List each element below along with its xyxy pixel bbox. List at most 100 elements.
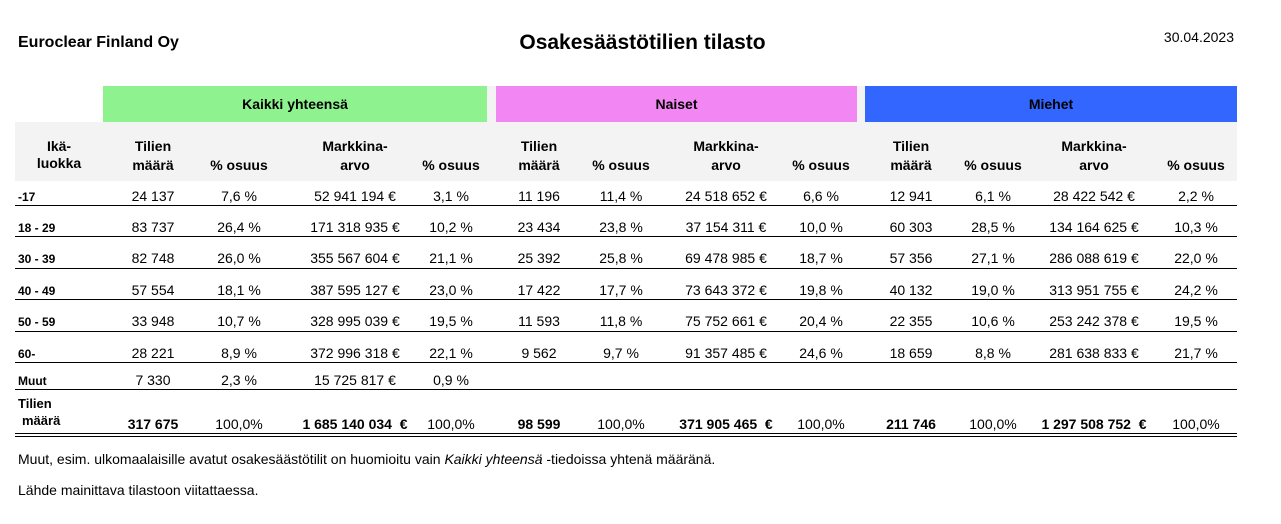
row-divider bbox=[15, 236, 1237, 237]
footnote-text-start: Muut, esim. ulkomaalaisille avatut osake… bbox=[18, 451, 445, 467]
table-cell: 24,6 % bbox=[799, 345, 843, 361]
table-cell: 328 995 039 € bbox=[310, 313, 400, 329]
table-cell: 20,4 % bbox=[799, 313, 843, 329]
table-cell: 6,6 % bbox=[803, 188, 839, 204]
table-cell: 19,5 % bbox=[429, 313, 473, 329]
total-divider-bottom bbox=[15, 436, 1237, 437]
column-header-share: % osuus bbox=[964, 157, 1022, 173]
table-cell: 23,8 % bbox=[599, 219, 643, 235]
table-cell: 37 154 311 € bbox=[685, 219, 767, 235]
table-cell: 69 478 985 € bbox=[685, 250, 767, 266]
column-header-share: % osuus bbox=[1167, 157, 1225, 173]
column-header-count-line2: määrä bbox=[518, 157, 560, 173]
table-cell: 22 355 bbox=[889, 313, 933, 329]
table-cell: 17,7 % bbox=[599, 282, 643, 298]
table-cell: 3,1 % bbox=[433, 188, 469, 204]
table-cell: 8,9 % bbox=[221, 345, 257, 361]
table-cell: 24,2 % bbox=[1174, 282, 1218, 298]
table-cell: 73 643 372 € bbox=[685, 282, 767, 298]
column-header-count-line1: Tilien bbox=[520, 138, 558, 154]
table-cell: 22,0 % bbox=[1174, 250, 1218, 266]
table-cell: 23,0 % bbox=[429, 282, 473, 298]
column-header-count-line2: määrä bbox=[890, 157, 932, 173]
table-cell: 7 330 bbox=[135, 372, 171, 388]
table-cell: 33 948 bbox=[131, 313, 175, 329]
footnote-other-accounts: Muut, esim. ulkomaalaisille avatut osake… bbox=[18, 451, 715, 467]
column-header-count-line2: määrä bbox=[132, 157, 174, 173]
row-divider bbox=[15, 362, 1237, 363]
table-cell: 11,4 % bbox=[599, 188, 643, 204]
table-header-corner bbox=[15, 86, 103, 122]
table-cell: 27,1 % bbox=[971, 250, 1015, 266]
age-group-label: 50 - 59 bbox=[18, 315, 56, 329]
column-header-count-line1: Tilien bbox=[892, 138, 930, 154]
table-cell: 9,7 % bbox=[603, 345, 639, 361]
table-cell: 22,1 % bbox=[429, 345, 473, 361]
total-cell: 100,0% bbox=[215, 416, 263, 432]
age-group-label: Muut bbox=[18, 374, 47, 388]
table-cell: 57 554 bbox=[131, 282, 175, 298]
table-cell: 10,6 % bbox=[971, 313, 1015, 329]
total-cell: 1 685 140 034 € bbox=[302, 416, 408, 432]
age-column-header: Ikä- luokka bbox=[15, 138, 103, 172]
table-cell: 52 941 194 € bbox=[314, 188, 396, 204]
table-cell: 21,7 % bbox=[1174, 345, 1218, 361]
total-cell: 100,0% bbox=[597, 416, 645, 432]
table-cell: 60 303 bbox=[889, 219, 933, 235]
column-header-market-line2: arvo bbox=[1079, 157, 1109, 173]
row-divider bbox=[15, 331, 1237, 332]
table-cell: 9 562 bbox=[521, 345, 557, 361]
table-cell: 253 242 378 € bbox=[1049, 313, 1139, 329]
total-divider-top bbox=[15, 433, 1237, 434]
table-cell: 24 137 bbox=[131, 188, 175, 204]
table-cell: 40 132 bbox=[889, 282, 933, 298]
table-cell: 355 567 604 € bbox=[310, 250, 400, 266]
table-cell: 2,2 % bbox=[1178, 188, 1214, 204]
total-cell: 371 905 465 € bbox=[679, 416, 773, 432]
table-cell: 18,1 % bbox=[217, 282, 261, 298]
page-title: Osakesäästötilien tilasto bbox=[0, 31, 1281, 55]
total-label-line1: Tilien bbox=[18, 396, 52, 411]
column-header-count-line1: Tilien bbox=[134, 138, 172, 154]
footnote-text-italic: Kaikki yhteensä bbox=[444, 451, 543, 467]
table-cell: 21,1 % bbox=[429, 250, 473, 266]
table-cell: 171 318 935 € bbox=[310, 219, 400, 235]
column-header-share: % osuus bbox=[592, 157, 650, 173]
table-cell: 372 996 318 € bbox=[310, 345, 400, 361]
table-cell: 18,7 % bbox=[799, 250, 843, 266]
table-cell: 57 356 bbox=[889, 250, 933, 266]
total-cell: 317 675 bbox=[127, 416, 179, 432]
table-cell: 134 164 625 € bbox=[1049, 219, 1139, 235]
footnote-text-end: -tiedoissa yhtenä määränä. bbox=[542, 451, 716, 467]
table-cell: 2,3 % bbox=[221, 372, 257, 388]
table-cell: 0,9 % bbox=[433, 372, 469, 388]
row-divider bbox=[15, 299, 1237, 300]
table-cell: 19,8 % bbox=[799, 282, 843, 298]
table-cell: 28 422 542 € bbox=[1053, 188, 1135, 204]
company-name: Euroclear Finland Oy bbox=[18, 34, 179, 51]
table-cell: 26,0 % bbox=[217, 250, 261, 266]
table-cell: 83 737 bbox=[131, 219, 175, 235]
table-cell: 10,2 % bbox=[429, 219, 473, 235]
table-cell: 8,8 % bbox=[975, 345, 1011, 361]
total-cell: 211 746 bbox=[886, 416, 936, 432]
table-cell: 11 593 bbox=[518, 313, 560, 329]
table-cell: 15 725 817 € bbox=[314, 372, 396, 388]
row-divider bbox=[15, 205, 1237, 206]
column-header-share: % osuus bbox=[792, 157, 850, 173]
row-divider bbox=[15, 389, 1237, 390]
row-divider bbox=[15, 268, 1237, 269]
table-cell: 23 434 bbox=[517, 219, 561, 235]
table-cell: 11,8 % bbox=[599, 313, 643, 329]
table-cell: 82 748 bbox=[131, 250, 175, 266]
column-header-market-line2: arvo bbox=[340, 157, 370, 173]
page-title-text: Osakesäästötilien tilasto bbox=[519, 31, 766, 54]
table-cell: 10,3 % bbox=[1174, 219, 1218, 235]
table-cell: 19,5 % bbox=[1174, 313, 1218, 329]
table-cell: 19,0 % bbox=[971, 282, 1015, 298]
table-cell: 26,4 % bbox=[217, 219, 261, 235]
age-group-label: 18 - 29 bbox=[18, 221, 56, 235]
table-cell: 28 221 bbox=[131, 345, 175, 361]
table-cell: 24 518 652 € bbox=[685, 188, 767, 204]
table-cell: 313 951 755 € bbox=[1049, 282, 1139, 298]
